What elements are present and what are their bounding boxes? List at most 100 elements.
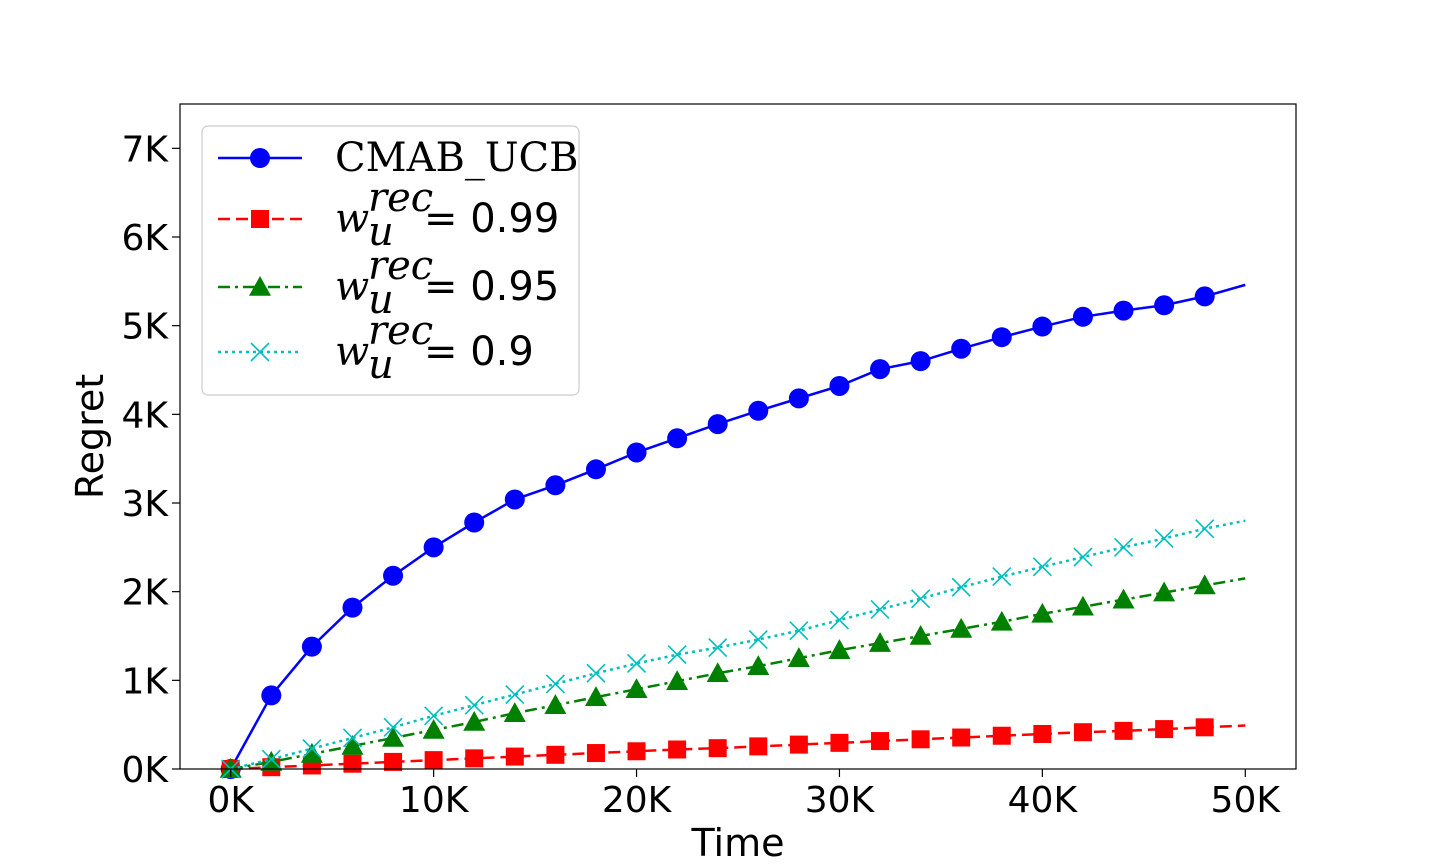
data-point: [545, 674, 565, 694]
data-point: [1194, 286, 1215, 307]
data-point: [383, 565, 404, 586]
x-tick-label: 0K: [207, 780, 255, 821]
data-point: [869, 632, 892, 652]
data-point: [505, 684, 525, 705]
data-point: [422, 718, 445, 739]
data-point: [1193, 574, 1216, 595]
data-point: [424, 751, 443, 770]
data-point: [464, 695, 484, 715]
data-point: [1113, 537, 1134, 557]
data-point: [1114, 721, 1133, 740]
data-point: [301, 636, 322, 657]
data-point: [503, 702, 526, 722]
data-point: [1113, 300, 1134, 321]
series-3: [221, 519, 1246, 779]
data-point: [423, 537, 444, 558]
data-point: [383, 717, 403, 737]
series-layer: [219, 283, 1246, 779]
data-point: [830, 733, 849, 752]
data-point: [1195, 718, 1214, 737]
data-point: [787, 647, 810, 667]
data-point: [668, 740, 687, 759]
legend-value: = 0.95: [424, 264, 559, 310]
data-point: [382, 726, 405, 747]
data-point: [911, 730, 930, 749]
x-tick-label: 10K: [399, 780, 470, 821]
legend-superscript: rec: [368, 175, 433, 221]
data-point: [667, 645, 687, 665]
data-point: [261, 749, 281, 769]
data-point: [465, 749, 484, 768]
legend-swatch-marker: [250, 148, 270, 168]
data-point: [910, 351, 931, 372]
data-point: [666, 670, 689, 691]
data-point: [909, 625, 932, 645]
data-point: [342, 728, 363, 748]
x-axis-label: Time: [691, 821, 785, 864]
data-point: [585, 459, 606, 480]
data-point: [1071, 595, 1094, 616]
x-tick-label: 50K: [1211, 780, 1282, 821]
y-tick-label: 0K: [121, 750, 169, 791]
data-point: [991, 327, 1012, 348]
data-point: [992, 726, 1011, 745]
data-point: [343, 754, 362, 773]
data-point: [911, 589, 931, 609]
series-2: [219, 574, 1246, 778]
data-point: [586, 744, 605, 763]
legend-var: w: [335, 329, 369, 375]
data-point: [546, 745, 565, 764]
data-point: [626, 442, 647, 463]
data-point: [992, 567, 1012, 587]
data-point: [627, 742, 646, 761]
x-tick-label: 20K: [602, 780, 673, 821]
plot-frame: [179, 103, 1297, 770]
y-tick-label: 3K: [121, 484, 169, 525]
data-point: [545, 475, 566, 496]
legend-label: CMAB_UCB: [335, 135, 579, 181]
data-point: [302, 739, 322, 759]
legend-subscript: u: [368, 209, 394, 255]
legend-box: [201, 125, 580, 396]
y-tick-label: 2K: [121, 573, 169, 614]
data-point: [1153, 581, 1176, 602]
data-point: [788, 388, 809, 409]
data-point: [544, 694, 567, 714]
legend-subscript: u: [368, 277, 394, 323]
data-point: [950, 617, 973, 638]
legend-value: = 0.99: [424, 196, 559, 242]
data-point: [1033, 724, 1052, 743]
data-point: [1032, 557, 1052, 577]
data-point: [300, 742, 323, 763]
legend-subscript: u: [368, 342, 394, 388]
legend-swatch-marker: [249, 276, 271, 296]
data-point: [504, 489, 525, 510]
data-point: [747, 655, 770, 675]
legend-superscript: rec: [368, 243, 433, 289]
data-point: [706, 662, 729, 683]
y-axis: 0K 1K 2K 3K 4K 5K 6K 7K: [121, 129, 180, 791]
data-point: [789, 621, 809, 641]
data-point: [1031, 602, 1054, 623]
data-point: [424, 706, 444, 726]
data-point: [748, 400, 769, 421]
legend-value: = 0.9: [424, 329, 534, 375]
legend-entry-0: CMAB_UCB: [218, 135, 579, 181]
y-tick-label: 4K: [121, 395, 169, 436]
data-point: [990, 610, 1013, 631]
data-point: [625, 678, 648, 698]
legend-swatch-marker: [250, 342, 270, 362]
data-point: [871, 732, 890, 751]
data-point: [829, 375, 850, 396]
data-point: [748, 629, 768, 650]
data-point: [1154, 295, 1175, 316]
data-point: [667, 428, 688, 449]
data-point: [341, 734, 364, 755]
data-point: [952, 728, 971, 747]
data-point: [789, 735, 808, 754]
y-tick-label: 6K: [121, 218, 169, 259]
data-point: [951, 338, 972, 359]
